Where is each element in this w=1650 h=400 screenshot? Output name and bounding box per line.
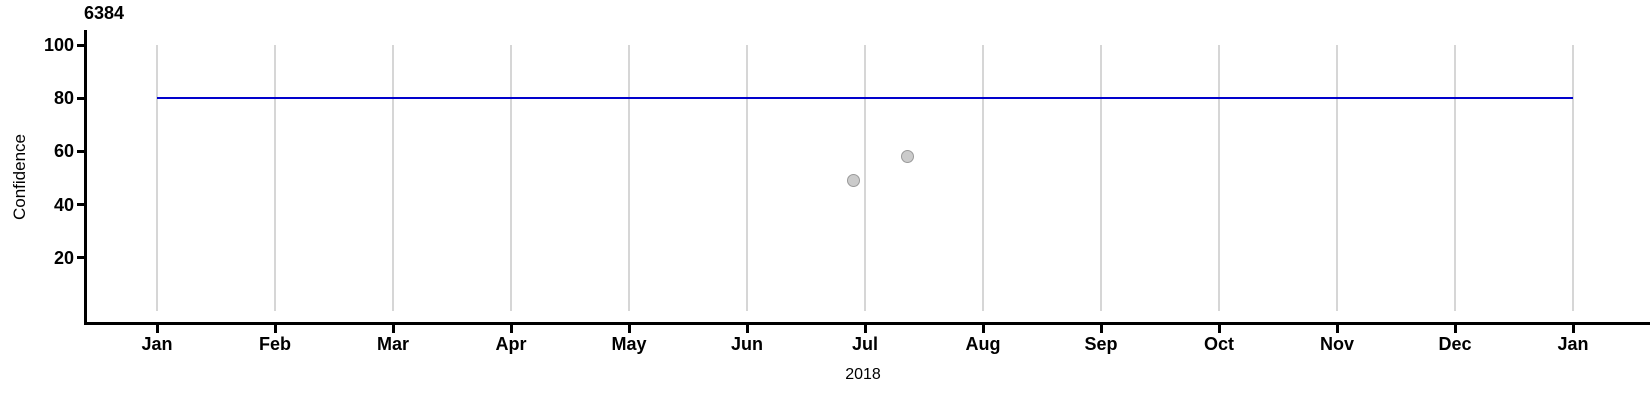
y-axis-line bbox=[84, 30, 87, 325]
y-axis-tick-label: 100 bbox=[43, 35, 74, 55]
reference-line bbox=[157, 97, 1573, 100]
x-axis-line bbox=[84, 322, 1650, 325]
x-axis-tick bbox=[745, 325, 749, 333]
x-axis-tick bbox=[509, 325, 513, 333]
month-gridline bbox=[1218, 45, 1220, 311]
x-axis-tick-label: Jul bbox=[851, 334, 878, 354]
y-axis-tick-label: 20 bbox=[53, 247, 74, 268]
month-gridline bbox=[746, 45, 748, 311]
x-axis-tick bbox=[391, 325, 395, 333]
x-axis-title: 2018 bbox=[845, 366, 881, 383]
x-axis-tick bbox=[273, 325, 277, 333]
y-axis-tick-label: 80 bbox=[53, 88, 74, 109]
y-axis-title: Confidence bbox=[10, 134, 29, 221]
month-gridline bbox=[982, 45, 984, 311]
y-axis-tick-label: 60 bbox=[53, 141, 74, 162]
month-gridline bbox=[1572, 45, 1574, 311]
x-axis-tick-label: Oct bbox=[1203, 334, 1234, 354]
month-gridline bbox=[864, 45, 866, 311]
month-gridline bbox=[1454, 45, 1456, 311]
y-axis-tick bbox=[77, 149, 85, 153]
month-gridline bbox=[510, 45, 512, 311]
y-axis-tick bbox=[77, 203, 85, 207]
x-axis-tick bbox=[1217, 325, 1221, 333]
x-axis-tick bbox=[627, 325, 631, 333]
month-gridline bbox=[1100, 45, 1102, 311]
chart-title: 6384 bbox=[84, 3, 125, 23]
x-axis-tick-label: Mar bbox=[376, 334, 409, 354]
x-axis-tick bbox=[1453, 325, 1457, 333]
y-axis-tick bbox=[77, 96, 85, 100]
y-axis-tick bbox=[77, 256, 85, 260]
x-axis-tick-label: Nov bbox=[1319, 334, 1354, 354]
x-axis-tick-label: Aug bbox=[965, 334, 1001, 354]
x-axis-tick bbox=[863, 325, 867, 333]
x-axis-tick-label: Dec bbox=[1438, 334, 1472, 354]
data-point bbox=[900, 150, 914, 164]
x-axis-tick-label: May bbox=[611, 334, 647, 354]
x-axis-tick bbox=[1335, 325, 1339, 333]
x-axis-tick bbox=[155, 325, 159, 333]
month-gridline bbox=[1336, 45, 1338, 311]
y-axis-tick-label: 40 bbox=[53, 194, 74, 215]
month-gridline bbox=[392, 45, 394, 311]
x-axis-tick bbox=[1099, 325, 1103, 333]
x-axis-tick-label: Jun bbox=[730, 334, 763, 354]
x-axis-tick-label: Jan bbox=[141, 334, 173, 354]
x-axis-tick bbox=[981, 325, 985, 333]
month-gridline bbox=[628, 45, 630, 311]
x-axis-tick bbox=[1571, 325, 1575, 333]
month-gridline bbox=[156, 45, 158, 311]
x-axis-tick-label: Sep bbox=[1084, 334, 1118, 354]
y-axis-tick bbox=[77, 43, 85, 47]
x-axis-tick-label: Feb bbox=[258, 334, 291, 354]
x-axis-tick-label: Jan bbox=[1557, 334, 1589, 354]
x-axis-tick-label: Apr bbox=[495, 334, 527, 354]
data-point bbox=[846, 174, 860, 188]
month-gridline bbox=[274, 45, 276, 311]
